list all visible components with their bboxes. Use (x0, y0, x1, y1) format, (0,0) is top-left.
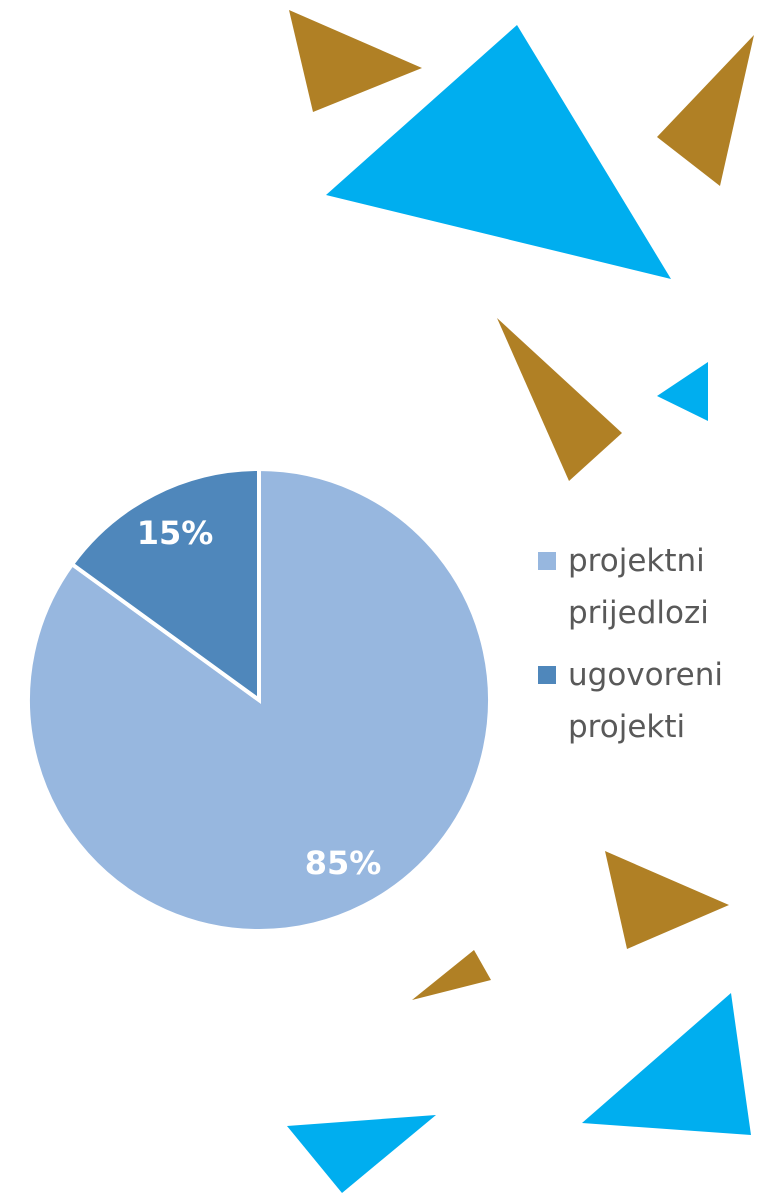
legend-item: ugovoreni projekti (536, 649, 761, 753)
triangle (582, 993, 751, 1135)
legend: projektni prijedlozi ugovoreni projekti (536, 535, 761, 763)
data-label: 15% (137, 514, 214, 552)
triangle (657, 35, 754, 186)
triangle (289, 10, 422, 112)
triangle (657, 362, 708, 421)
legend-swatch (538, 666, 556, 684)
triangle (605, 851, 729, 949)
page: 85% 15% projektni prijedlozi ugovoreni pro… (0, 0, 770, 1194)
triangle (287, 1115, 436, 1193)
triangle (412, 950, 491, 1000)
legend-label: projektni prijedlozi (568, 543, 709, 631)
legend-swatch (538, 552, 556, 570)
data-label: 85% (305, 844, 382, 882)
legend-item: projektni prijedlozi (536, 535, 761, 639)
pie: 85% 15% (28, 469, 490, 931)
triangle (497, 318, 622, 481)
legend-label: ugovoreni projekti (568, 657, 723, 745)
